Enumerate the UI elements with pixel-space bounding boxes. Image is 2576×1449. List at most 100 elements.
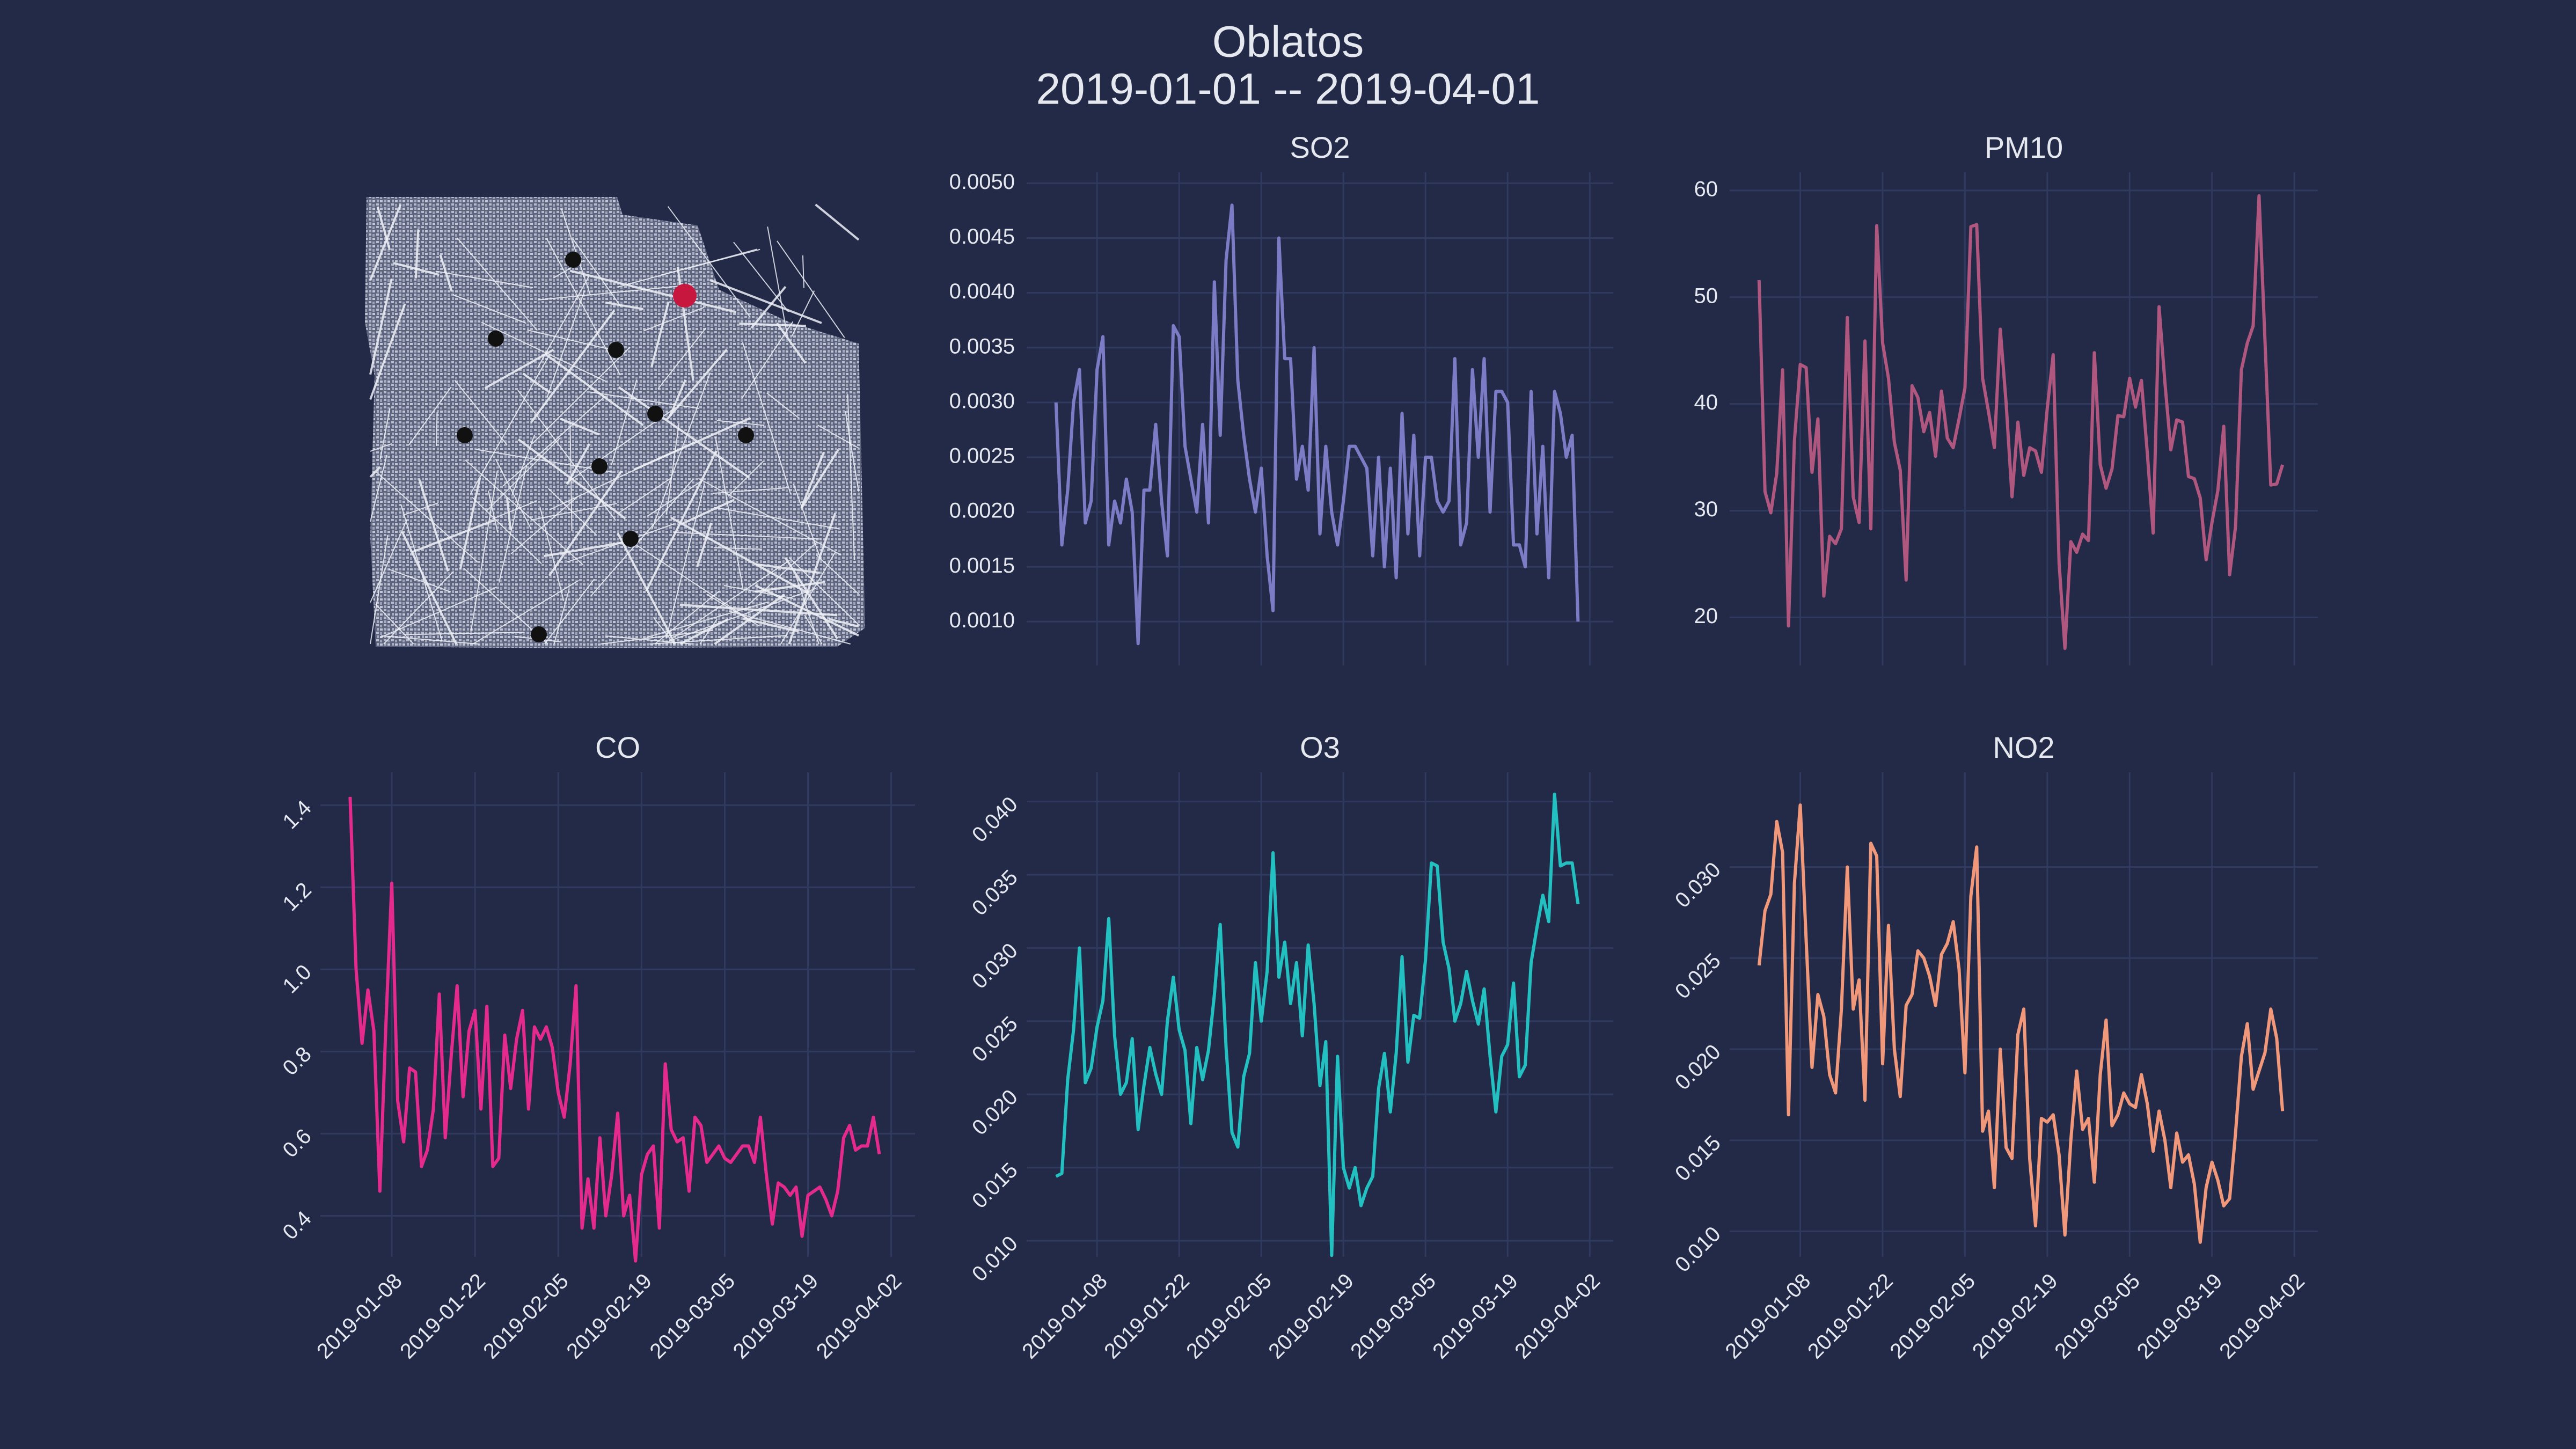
road [546,238,621,376]
road [845,411,859,492]
road [788,557,859,625]
y-tick-label: 0.0050 [949,170,1015,194]
road [817,425,859,449]
road [481,321,607,382]
road [742,342,792,494]
road [800,451,825,508]
road [530,310,616,423]
road [538,284,693,301]
road [383,571,454,645]
road [631,541,753,623]
road [742,617,799,633]
road [566,443,591,485]
road [401,531,457,645]
road [605,635,693,645]
road [733,241,789,312]
road [402,502,438,516]
figure-title: Oblatos [1212,18,1364,67]
road [669,379,687,417]
road [376,471,478,563]
road [370,519,408,603]
road [472,496,542,565]
road [376,206,391,251]
y-tick-label: 0.0045 [949,225,1015,248]
road [560,418,599,436]
road [553,589,570,645]
road [567,523,674,563]
road [793,484,822,560]
y-tick-label: 0.0025 [949,444,1015,468]
road [611,379,638,465]
road [654,590,720,645]
road [547,488,597,535]
road [454,379,508,445]
road [667,349,728,420]
road [665,484,705,639]
road [569,269,737,313]
data-line [1055,792,1580,1257]
road [495,458,532,529]
road [788,513,837,645]
road [698,478,841,556]
road [502,396,606,487]
data-line [348,796,881,1263]
road [369,279,393,375]
road [681,499,735,525]
road [389,569,451,592]
road [802,255,804,288]
subplot-title: NO2 [1993,730,2054,764]
data-line [1054,203,1580,646]
road [379,408,391,459]
road [815,203,860,241]
road [485,437,561,512]
road [435,412,438,447]
road [795,574,819,645]
subplot-title: CO [595,730,640,764]
road [492,500,538,519]
road [369,303,406,400]
road [776,322,807,364]
road [369,204,402,281]
road [800,449,839,509]
road [549,441,695,510]
station [457,427,473,443]
road [498,464,528,583]
road [755,563,820,574]
station [738,427,754,443]
y-tick-label: 0.0015 [949,554,1015,577]
y-tick-label: 0.0035 [949,334,1015,358]
road [847,394,855,560]
road [667,206,751,318]
road [470,471,498,632]
road [452,294,526,324]
y-tick-label: 30 [1694,497,1718,521]
road [670,516,809,594]
road [650,301,670,367]
road [713,507,840,530]
road [572,238,621,308]
road [475,449,613,473]
road [459,477,481,570]
road [408,386,452,445]
road [589,391,699,409]
station [623,531,639,547]
road [699,619,718,645]
road [828,618,859,628]
subplot: 20 30 40 50 60 PM10 [1694,130,2318,665]
road [748,541,818,605]
road [766,392,800,419]
road [739,323,806,327]
road [617,477,672,515]
road [484,348,554,390]
road [404,632,525,635]
y-tick-label: 0.0040 [949,280,1015,303]
road [370,443,392,452]
road [561,209,591,296]
data-line [1757,803,2285,1244]
road [713,547,762,550]
road [414,229,420,279]
stations [457,252,754,642]
road [804,614,823,645]
road [546,290,586,398]
road [527,329,609,350]
